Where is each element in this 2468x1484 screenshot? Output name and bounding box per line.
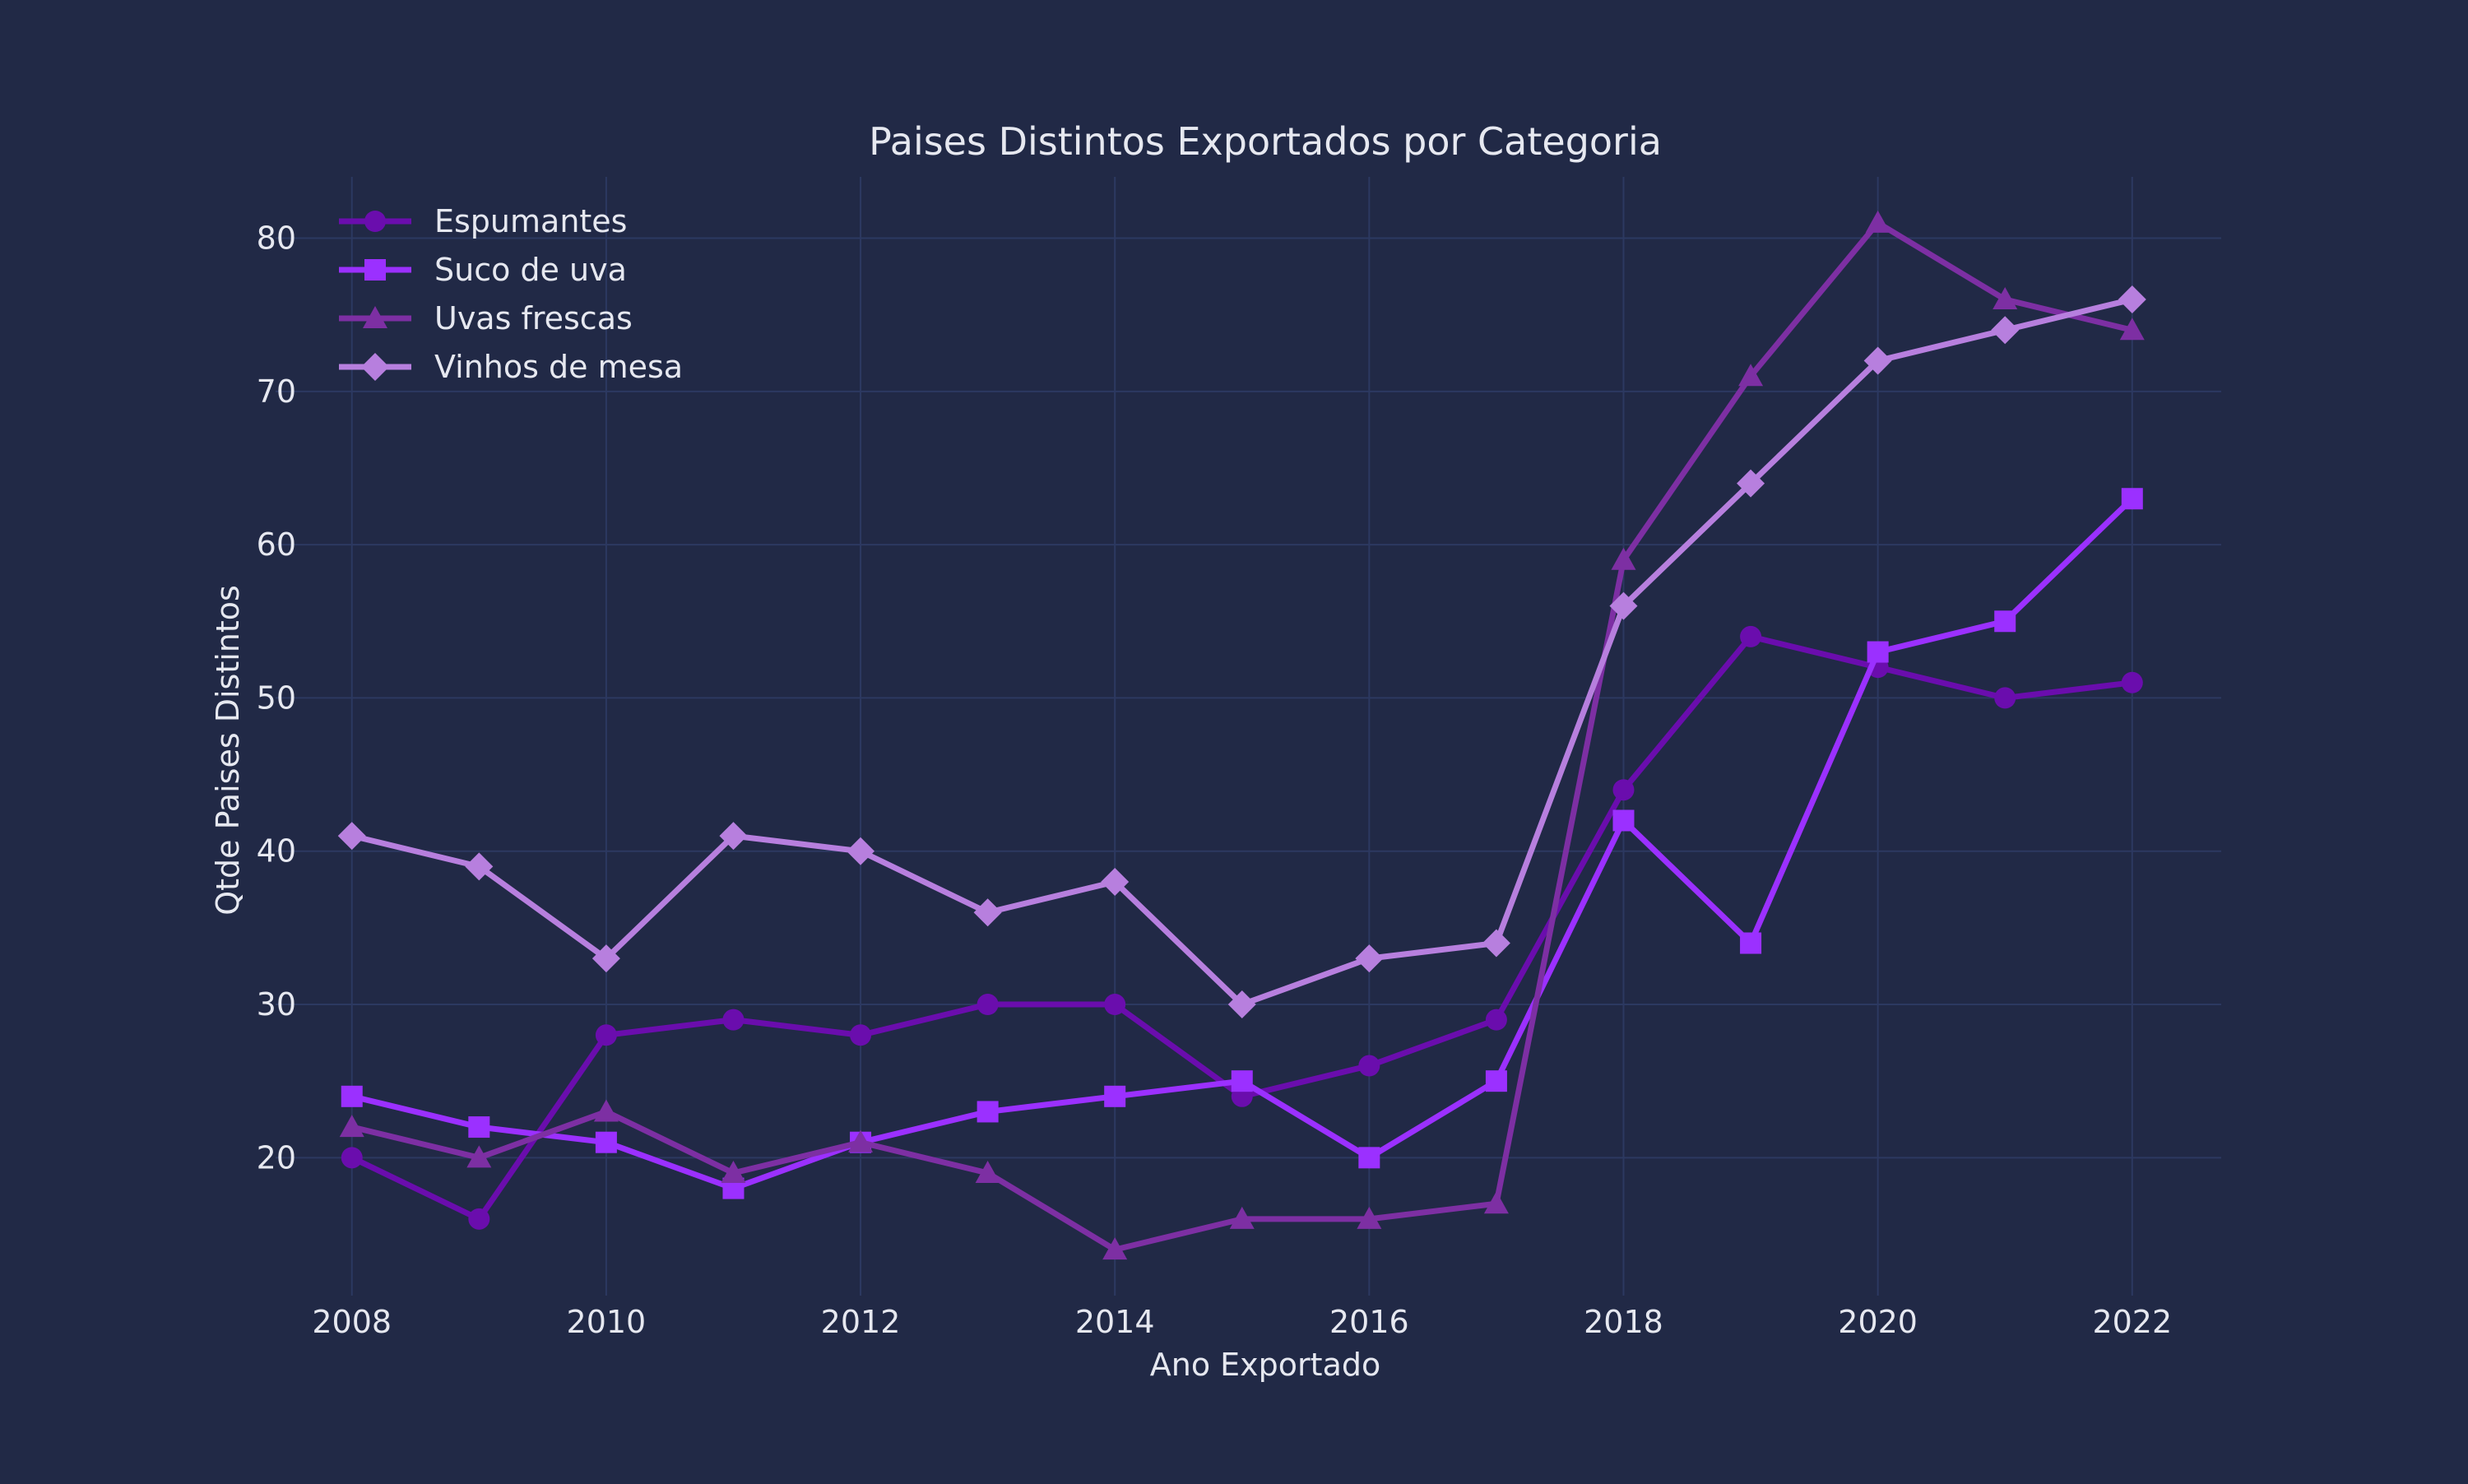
data-point [977,1101,999,1123]
data-point [1227,990,1256,1019]
legend-marker [361,353,389,381]
data-point [1357,1206,1382,1229]
y-tick-label: 60 [257,526,296,563]
data-point [2121,671,2143,693]
data-point [1611,547,1636,570]
data-point [2118,285,2146,314]
data-point [1485,1009,1507,1031]
data-point [1104,994,1126,1016]
legend-label: Uvas frescas [434,300,633,336]
x-axis-title: Ano Exportado [1150,1347,1380,1383]
data-point [1355,944,1384,973]
data-point [341,1085,363,1107]
x-tick-label: 2018 [1584,1304,1663,1340]
data-point [1865,210,1890,233]
data-point [1101,867,1130,896]
data-point [973,898,1002,927]
data-point [595,1131,617,1153]
data-point [466,1145,492,1168]
data-point [1231,1070,1253,1092]
data-point [977,994,999,1016]
legend-item: Uvas frescas [339,300,633,336]
x-tick-label: 2016 [1329,1304,1409,1340]
chart-title: Paises Distintos Exportados por Categori… [869,119,1662,164]
data-point [1740,932,1762,954]
series-uvas-frescas [339,210,2145,1260]
data-point [2119,318,2145,341]
legend-item: Suco de uva [339,252,627,288]
data-point [848,1129,874,1152]
data-point [1994,610,2016,633]
data-point [1612,779,1635,801]
tick-labels: 2008 2010 2012 2014 2016 2018 2020 2022 20 30 40 50… [257,220,2173,1340]
legend-label: Vinhos de mesa [434,349,683,385]
data-point [1104,1085,1126,1107]
legend-item: Espumantes [339,203,627,239]
data-point [1358,1147,1380,1169]
x-tick-label: 2010 [567,1304,647,1340]
data-point [1483,1191,1509,1214]
data-point [1991,316,2020,345]
legend-label: Suco de uva [434,252,627,288]
legend-label: Espumantes [434,203,627,239]
data-point [722,1009,745,1031]
x-tick-label: 2012 [821,1304,901,1340]
y-tick-label: 20 [257,1139,296,1176]
data-point [721,1160,746,1183]
y-tick-label: 80 [257,220,296,257]
data-point [465,852,494,881]
y-tick-label: 40 [257,833,296,870]
data-point [595,1024,617,1046]
data-point [1229,1206,1255,1229]
series-espumantes [341,625,2143,1230]
data-point [975,1160,1000,1183]
data-point [719,822,748,851]
data-point [341,1147,363,1169]
data-point [1863,346,1892,375]
y-tick-label: 50 [257,679,296,716]
data-point [1609,591,1638,620]
data-point [850,1024,872,1046]
y-tick-label: 70 [257,373,296,410]
series-group [337,210,2146,1260]
series-vinhos-de-mesa [337,285,2146,1019]
data-point [2121,488,2143,510]
legend-marker [364,259,386,281]
data-point [1482,929,1510,958]
data-point [339,1115,364,1138]
data-point [1992,287,2018,310]
data-point [1867,641,1889,663]
data-point [337,822,366,851]
series-suco-de-uva [341,488,2143,1199]
legend-marker [364,211,386,232]
data-point [468,1116,490,1139]
x-tick-label: 2022 [2092,1304,2172,1340]
legend-marker [363,306,387,328]
data-point [468,1208,490,1230]
data-point [593,1099,619,1122]
y-tick-label: 30 [257,986,296,1023]
data-point [1740,625,1762,647]
y-axis-title: Qtde Paises Distintos [210,585,246,916]
x-tick-label: 2008 [312,1304,392,1340]
legend-item: Vinhos de mesa [339,349,683,385]
data-point [1738,364,1764,387]
data-point [1358,1055,1380,1077]
data-point [847,837,875,865]
data-point [1485,1070,1507,1092]
data-point [1102,1237,1128,1260]
legend: Espumantes Suco de uva Uvas frescas Vinhos … [339,203,683,385]
data-point [1612,809,1635,832]
data-point [1737,469,1765,498]
x-tick-label: 2020 [1838,1304,1918,1340]
data-point [1994,687,2016,709]
x-tick-label: 2014 [1075,1304,1155,1340]
data-point [591,944,620,973]
